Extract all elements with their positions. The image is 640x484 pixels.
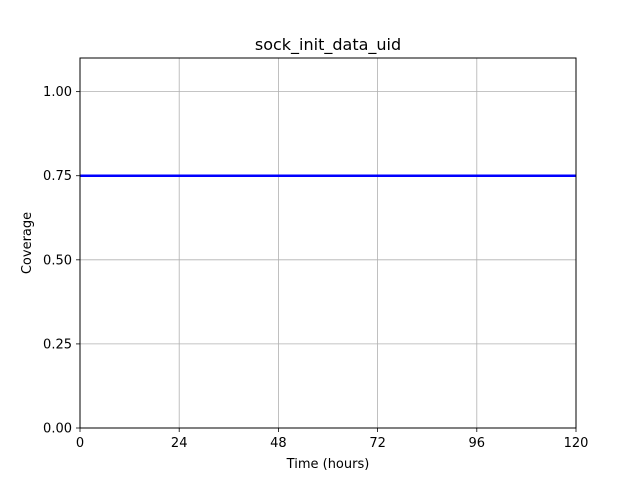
x-tick-label: 0: [76, 436, 84, 451]
y-tick-label: 0.25: [43, 337, 72, 352]
axis-ticks: 0 24 48 72 96 120 0.00 0.25 0.50 0.75 1.00: [43, 85, 588, 451]
y-tick-label: 1.00: [43, 85, 72, 100]
x-tick-label: 96: [469, 436, 486, 451]
chart-title: sock_init_data_uid: [255, 35, 401, 55]
y-tick-label: 0.00: [43, 422, 72, 437]
x-tick-label: 72: [369, 436, 386, 451]
plot-area-frame: [79, 57, 577, 429]
x-tick-label: 48: [270, 436, 287, 451]
x-tick-label: 24: [171, 436, 188, 451]
x-tick-label: 120: [564, 436, 589, 451]
y-tick-label: 0.75: [43, 169, 72, 184]
y-tick-label: 0.50: [43, 253, 72, 268]
x-axis-label: Time (hours): [286, 457, 370, 472]
y-axis-label: Coverage: [20, 212, 35, 274]
